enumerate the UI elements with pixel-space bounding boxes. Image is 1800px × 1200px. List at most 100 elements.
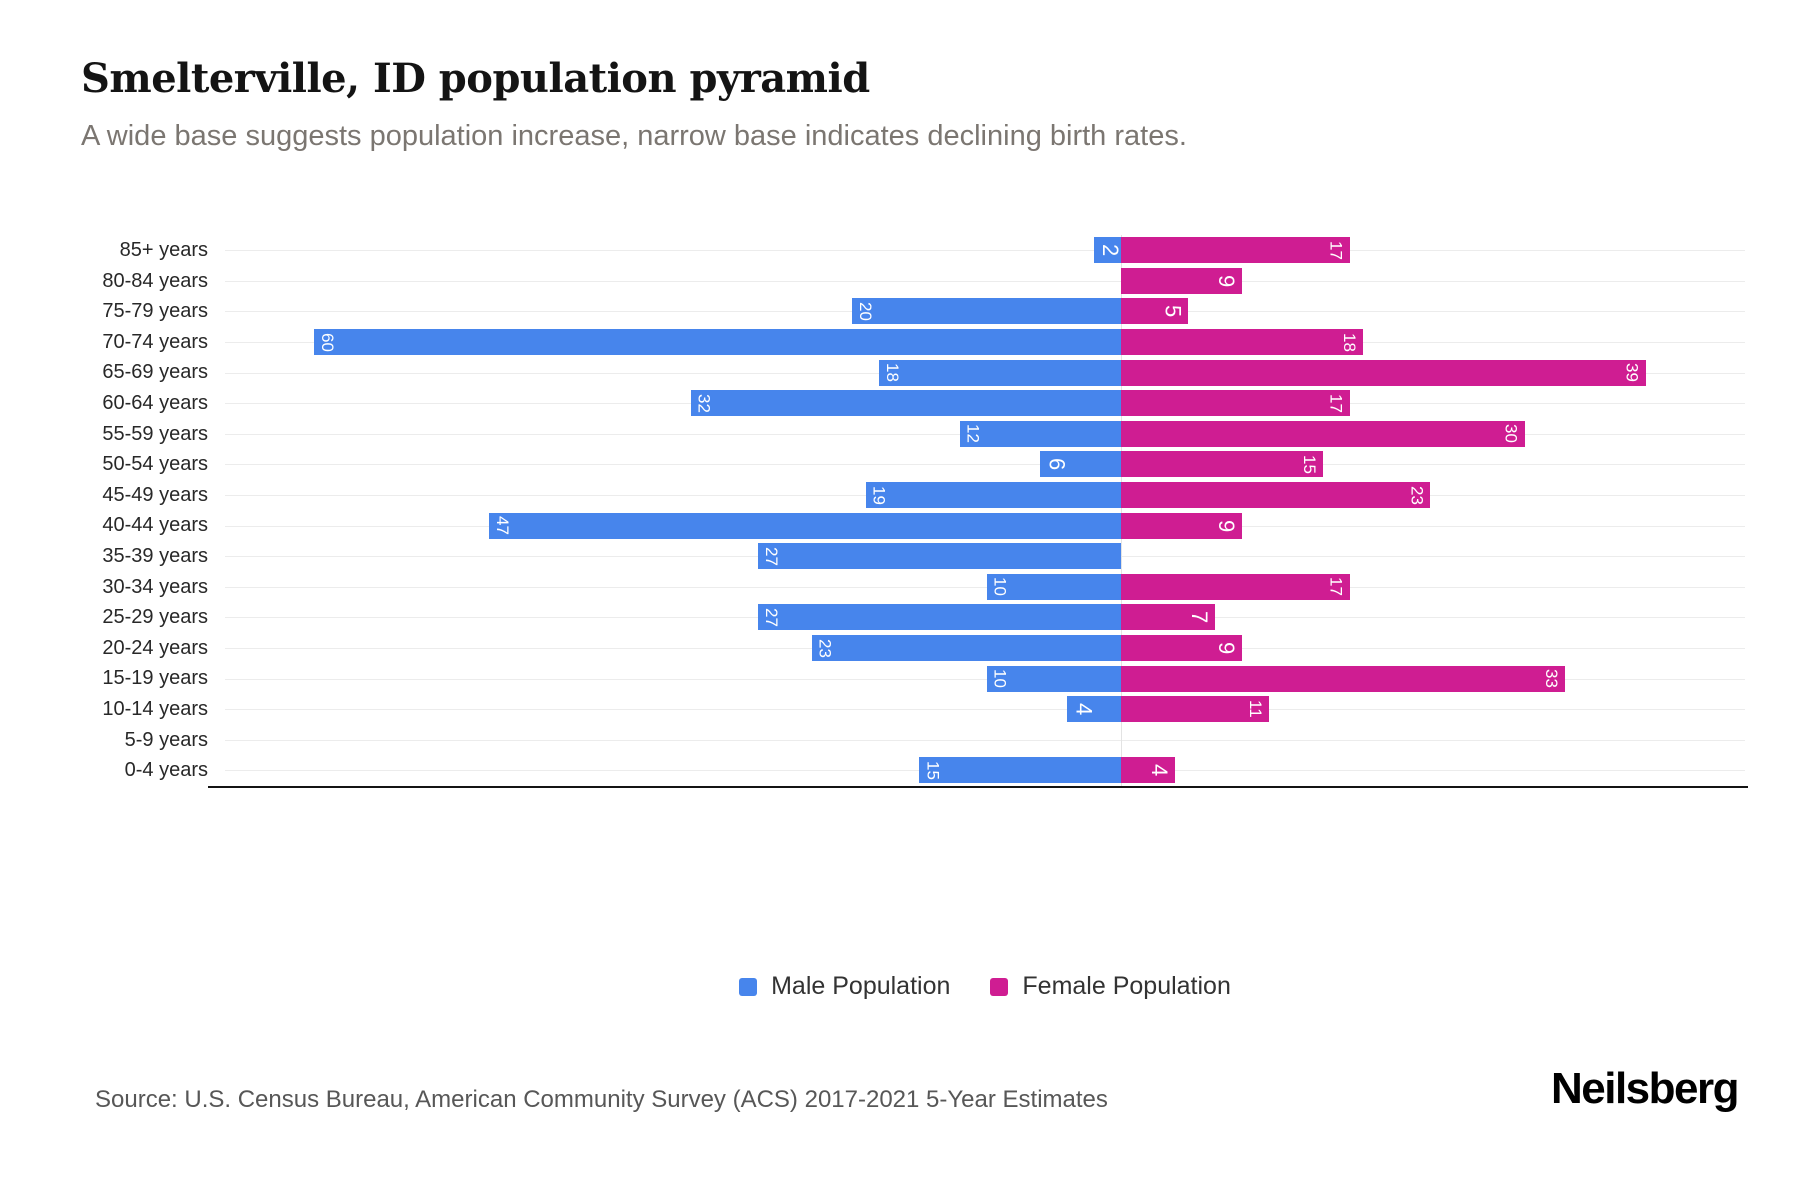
- male-bar[interactable]: 15: [919, 757, 1122, 784]
- bar-value-label: 23: [1407, 485, 1427, 505]
- bar-value-label: 17: [1326, 577, 1346, 597]
- male-bar[interactable]: 32: [690, 390, 1122, 417]
- pyramid-row: 15-19 years 10 33: [0, 663, 1800, 694]
- zero-axis-line: [1121, 235, 1123, 786]
- pyramid-row: 5-9 years: [0, 725, 1800, 756]
- age-group-label: 40-44 years: [102, 514, 208, 537]
- female-bar[interactable]: 11: [1121, 696, 1269, 723]
- male-bar[interactable]: 60: [314, 329, 1122, 356]
- bar-value-label: 20: [856, 302, 876, 321]
- pyramid-row: 55-59 years 12 30: [0, 419, 1800, 450]
- age-group-label: 65-69 years: [102, 361, 208, 384]
- bar-value-label: 9: [1214, 519, 1240, 532]
- male-bar[interactable]: 20: [852, 298, 1122, 325]
- female-bar[interactable]: 23: [1121, 482, 1431, 509]
- female-bar[interactable]: 9: [1121, 512, 1243, 539]
- row-plot-area: 27 7: [225, 602, 1745, 633]
- female-bar[interactable]: 9: [1121, 635, 1243, 662]
- bar-value-label: 15: [1299, 454, 1319, 474]
- row-plot-area: 15 4: [225, 755, 1745, 786]
- age-group-label: 15-19 years: [102, 667, 208, 690]
- source-text: Source: U.S. Census Bureau, American Com…: [95, 1086, 1108, 1113]
- age-group-label: 5-9 years: [124, 728, 208, 751]
- female-bar[interactable]: 17: [1121, 573, 1350, 600]
- row-plot-area: 18 39: [225, 357, 1745, 388]
- bar-value-label: 32: [694, 393, 714, 413]
- pyramid-chart: 85+ years 2 17 80-84 years 9 75-79 years 20 5 70…: [0, 235, 1800, 788]
- pyramid-row: 70-74 years 60 18: [0, 327, 1800, 358]
- age-group-label: 0-4 years: [124, 759, 208, 782]
- bar-value-label: 18: [1340, 332, 1360, 352]
- female-bar[interactable]: 30: [1121, 420, 1525, 447]
- bar-value-label: 39: [1622, 363, 1642, 383]
- age-group-label: 55-59 years: [102, 422, 208, 445]
- male-bar[interactable]: 47: [488, 512, 1122, 539]
- row-plot-area: 12 30: [225, 419, 1745, 450]
- male-bar[interactable]: 19: [865, 482, 1122, 509]
- male-bar[interactable]: 2: [1094, 237, 1123, 264]
- pyramid-row: 40-44 years 47 9: [0, 510, 1800, 541]
- age-group-label: 45-49 years: [102, 483, 208, 506]
- age-group-label: 35-39 years: [102, 544, 208, 567]
- pyramid-row: 50-54 years 6 15: [0, 449, 1800, 480]
- male-bar[interactable]: 4: [1067, 696, 1122, 723]
- pyramid-row: 30-34 years 10 17: [0, 572, 1800, 603]
- row-plot-area: 23 9: [225, 633, 1745, 664]
- legend-label: Male Population: [771, 972, 951, 1000]
- age-group-label: 10-14 years: [102, 697, 208, 720]
- pyramid-row: 75-79 years 20 5: [0, 296, 1800, 327]
- age-group-label: 70-74 years: [102, 330, 208, 353]
- bar-value-label: 30: [1501, 424, 1521, 444]
- pyramid-row: 35-39 years 27: [0, 541, 1800, 572]
- bar-value-label: 10: [990, 577, 1010, 597]
- bar-value-label: 4: [1146, 764, 1172, 777]
- female-bar[interactable]: 17: [1121, 390, 1350, 417]
- bar-value-label: 19: [869, 485, 889, 505]
- pyramid-row: 85+ years 2 17: [0, 235, 1800, 266]
- male-bar[interactable]: 12: [959, 420, 1122, 447]
- legend-item[interactable]: Male Population: [739, 972, 950, 1001]
- x-axis-line: [208, 786, 1748, 788]
- row-plot-area: 60 18: [225, 327, 1745, 358]
- row-plot-area: 27: [225, 541, 1745, 572]
- chart-legend: Male Population Female Population: [225, 972, 1745, 1001]
- female-bar[interactable]: 4: [1121, 757, 1175, 784]
- bar-value-label: 9: [1214, 641, 1240, 655]
- male-bar[interactable]: 18: [878, 359, 1122, 386]
- row-plot-area: 10 33: [225, 663, 1745, 694]
- bar-value-label: 18: [882, 363, 902, 383]
- bar-value-label: 12: [963, 424, 983, 444]
- bar-value-label: 17: [1326, 393, 1346, 413]
- bar-value-label: 23: [815, 638, 835, 658]
- bar-value-label: 17: [1326, 240, 1346, 260]
- male-bar[interactable]: 23: [811, 635, 1122, 662]
- gridline: [225, 678, 1745, 680]
- age-group-label: 85+ years: [119, 239, 208, 261]
- pyramid-row: 65-69 years 18 39: [0, 357, 1800, 388]
- female-bar[interactable]: 39: [1121, 359, 1646, 386]
- female-bar[interactable]: 33: [1121, 665, 1565, 692]
- page-subtitle: A wide base suggests population increase…: [81, 120, 1187, 152]
- male-bar[interactable]: 10: [986, 573, 1122, 600]
- female-bar[interactable]: 18: [1121, 329, 1364, 356]
- female-bar[interactable]: 7: [1121, 604, 1216, 631]
- legend-item[interactable]: Female Population: [990, 972, 1231, 1001]
- female-bar[interactable]: 5: [1121, 298, 1189, 325]
- pyramid-row: 45-49 years 19 23: [0, 480, 1800, 511]
- row-plot-area: 19 23: [225, 480, 1745, 511]
- male-bar[interactable]: 27: [757, 604, 1122, 631]
- male-bar[interactable]: 27: [757, 543, 1122, 570]
- gridline: [225, 739, 1745, 741]
- pyramid-row: 25-29 years 27 7: [0, 602, 1800, 633]
- female-bar[interactable]: 9: [1121, 267, 1243, 294]
- male-bar[interactable]: 10: [986, 665, 1122, 692]
- pyramid-row: 0-4 years 15 4: [0, 755, 1800, 786]
- age-group-label: 50-54 years: [102, 453, 208, 476]
- row-plot-area: 47 9: [225, 510, 1745, 541]
- female-bar[interactable]: 17: [1121, 237, 1350, 264]
- pyramid-row: 60-64 years 32 17: [0, 388, 1800, 419]
- male-bar[interactable]: 6: [1040, 451, 1122, 478]
- bar-value-label: 15: [923, 760, 943, 780]
- female-bar[interactable]: 15: [1121, 451, 1323, 478]
